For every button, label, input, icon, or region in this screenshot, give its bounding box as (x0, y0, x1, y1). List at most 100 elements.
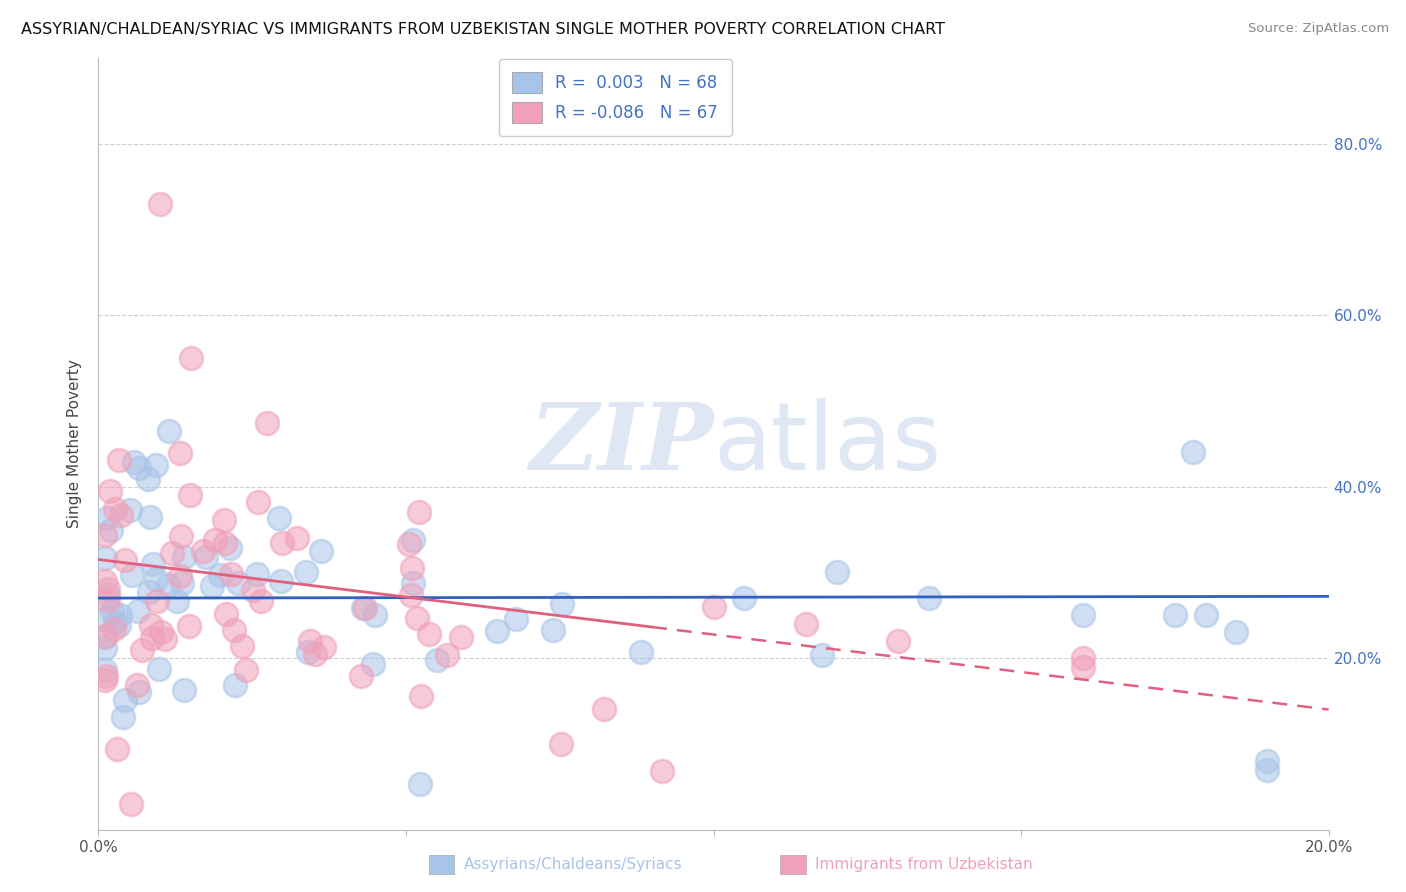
Point (97, 588, 120, 602)
Point (309, 544, 332, 558)
Point (314, 640, 336, 655)
Point (103, 622, 125, 636)
Point (170, 529, 193, 543)
Point (97, 593, 120, 607)
Point (100, 604, 122, 618)
Point (214, 536, 236, 550)
Point (201, 580, 224, 594)
Point (195, 549, 218, 564)
Point (304, 647, 326, 661)
Point (810, 648, 832, 662)
Point (142, 557, 165, 571)
Point (1195, 608, 1218, 623)
Point (401, 588, 423, 602)
Text: Assyrians/Chaldeans/Syriacs: Assyrians/Chaldeans/Syriacs (464, 857, 682, 872)
FancyBboxPatch shape (780, 855, 806, 874)
Y-axis label: Single Mother Poverty: Single Mother Poverty (67, 359, 83, 528)
Point (93, 629, 115, 643)
Point (104, 502, 127, 516)
Point (364, 607, 387, 622)
Point (733, 591, 755, 605)
Point (1071, 608, 1094, 623)
Point (551, 597, 574, 611)
Point (128, 685, 150, 699)
Point (235, 663, 257, 677)
Point (179, 488, 201, 502)
Point (436, 648, 458, 662)
Point (354, 600, 377, 615)
Point (887, 634, 910, 648)
Point (177, 619, 200, 633)
Point (170, 576, 193, 591)
Point (214, 514, 236, 528)
Point (249, 594, 271, 608)
Point (148, 662, 170, 676)
Point (127, 604, 149, 618)
Point (224, 678, 246, 692)
Point (219, 566, 242, 581)
Point (110, 608, 132, 623)
Point (593, 702, 616, 716)
Point (162, 546, 184, 560)
Point (120, 503, 142, 517)
Point (169, 569, 191, 583)
Point (246, 495, 269, 509)
Point (93, 528, 115, 542)
Point (169, 446, 191, 460)
Point (256, 416, 278, 430)
Point (136, 473, 159, 487)
Point (100, 483, 122, 498)
Point (94, 663, 117, 677)
Point (651, 764, 673, 779)
Point (398, 537, 420, 551)
Point (93, 612, 115, 626)
Text: Immigrants from Uzbekistan: Immigrants from Uzbekistan (815, 857, 1033, 872)
Point (219, 541, 242, 555)
Point (550, 737, 572, 751)
Point (122, 455, 145, 469)
Point (543, 623, 565, 637)
Point (150, 625, 173, 640)
Point (794, 616, 817, 631)
Point (173, 682, 195, 697)
Legend: R =  0.003   N = 68, R = -0.086   N = 67: R = 0.003 N = 68, R = -0.086 N = 67 (499, 59, 731, 136)
Point (267, 511, 290, 525)
Point (96, 511, 118, 525)
Point (271, 536, 294, 550)
Text: Source: ZipAtlas.com: Source: ZipAtlas.com (1249, 22, 1389, 36)
Point (166, 593, 188, 607)
Point (114, 553, 136, 567)
Point (120, 797, 142, 811)
Point (270, 574, 292, 588)
Point (94, 669, 117, 683)
Point (128, 461, 150, 475)
Point (180, 351, 202, 365)
Point (139, 509, 162, 524)
Point (352, 600, 374, 615)
Point (228, 575, 250, 590)
Point (408, 777, 430, 791)
Point (294, 566, 316, 580)
Text: atlas: atlas (714, 398, 942, 490)
Point (112, 710, 135, 724)
Point (110, 508, 132, 522)
Point (159, 424, 181, 438)
Point (93, 630, 115, 644)
Point (222, 624, 245, 638)
Point (231, 639, 253, 653)
Point (402, 576, 425, 591)
FancyBboxPatch shape (429, 855, 454, 874)
Point (1182, 445, 1205, 459)
Point (173, 550, 195, 565)
Point (191, 544, 214, 558)
Point (297, 645, 319, 659)
Point (401, 533, 423, 547)
Point (153, 632, 176, 646)
Point (141, 631, 163, 645)
Point (107, 617, 129, 632)
Point (121, 567, 143, 582)
Point (100, 523, 122, 537)
Point (146, 593, 169, 607)
Point (246, 566, 269, 581)
Point (1071, 659, 1094, 673)
